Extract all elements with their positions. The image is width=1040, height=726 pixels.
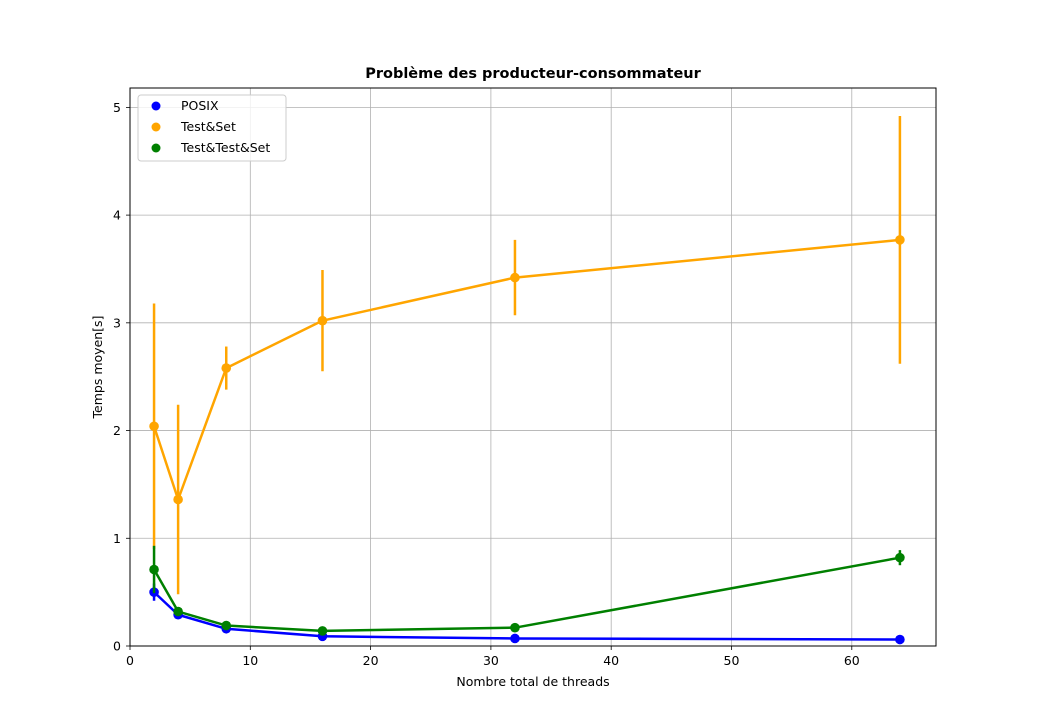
- series-test-and-set: [149, 116, 905, 595]
- data-point: [510, 272, 520, 283]
- legend-marker-test-and-set: [151, 122, 161, 132]
- series-layer: [149, 116, 905, 645]
- legend-label-posix: POSIX: [181, 98, 219, 113]
- legend-box: [137, 94, 287, 162]
- plot-area: [130, 88, 936, 646]
- y-tick-label: 3: [113, 315, 121, 330]
- y-tick-label: 0: [113, 639, 121, 654]
- legend-marker-posix: [151, 101, 161, 111]
- x-tick-label: 40: [603, 653, 619, 668]
- x-tick-label: 50: [724, 653, 740, 668]
- data-point: [221, 620, 232, 631]
- x-axis-ticks: 0 10 20 30 40 50 60: [126, 646, 860, 668]
- y-tick-label: 4: [113, 208, 121, 223]
- legend-label-test-and-set: Test&Set: [180, 119, 236, 134]
- data-point: [173, 494, 183, 505]
- series-line: [152, 238, 901, 501]
- data-point: [895, 552, 905, 563]
- legend-marker-test-and-test-and-set: [151, 143, 161, 153]
- grid: [129, 88, 936, 647]
- legend-label-test-and-test-and-set: Test&Test&Set: [180, 140, 270, 155]
- data-point: [510, 633, 520, 644]
- y-tick-label: 5: [113, 100, 121, 115]
- x-tick-label: 10: [242, 653, 258, 668]
- x-tick-label: 0: [126, 653, 134, 668]
- x-tick-label: 60: [844, 653, 860, 668]
- x-tick-label: 30: [483, 653, 499, 668]
- y-tick-label: 2: [113, 423, 121, 438]
- data-point: [149, 421, 159, 432]
- y-axis-label: Temps moyen[s]: [90, 316, 105, 420]
- data-point: [317, 626, 328, 636]
- data-point: [510, 622, 520, 633]
- series-test-and-test-and-set: [149, 545, 905, 636]
- y-tick-label: 1: [113, 531, 121, 546]
- data-point: [173, 606, 183, 617]
- data-point: [895, 235, 905, 245]
- data-point: [317, 315, 328, 326]
- data-point: [895, 634, 905, 645]
- x-tick-label: 20: [363, 653, 379, 668]
- legend: POSIX Test&Set Test&Test&Set: [137, 94, 287, 162]
- plot-frame: [129, 87, 937, 647]
- y-axis-ticks: 0 1 2 3 4 5: [113, 100, 130, 654]
- series-line: [152, 556, 901, 633]
- x-axis-label: Nombre total de threads: [456, 674, 609, 689]
- chart-title: Problème des producteur-consommateur: [365, 66, 701, 82]
- data-point: [221, 363, 232, 373]
- data-point: [149, 564, 159, 575]
